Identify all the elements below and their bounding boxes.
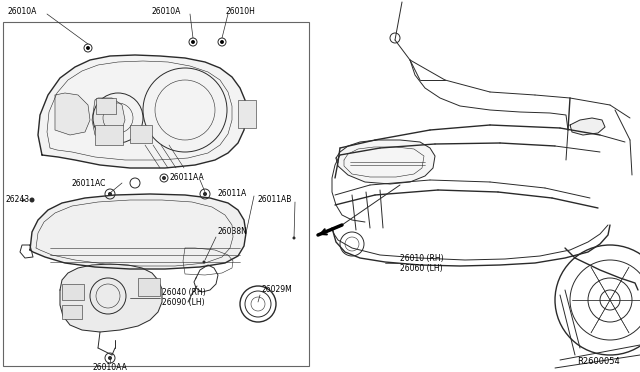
Bar [95,125,123,145]
Polygon shape [60,264,162,332]
Circle shape [109,192,111,196]
Polygon shape [38,55,246,168]
Bar [238,100,256,128]
Text: 26011A: 26011A [218,189,247,198]
Circle shape [162,176,166,180]
Circle shape [191,41,195,44]
Circle shape [29,198,35,202]
Bar [62,284,84,300]
Polygon shape [336,140,435,184]
Circle shape [202,260,205,263]
Text: 26038N: 26038N [218,228,248,237]
Circle shape [292,237,296,240]
Text: 26243: 26243 [5,196,29,205]
Text: 26010 (RH): 26010 (RH) [400,253,444,263]
Text: 26090 (LH): 26090 (LH) [162,298,205,308]
Bar [138,278,160,296]
Text: R2600054: R2600054 [577,357,620,366]
Circle shape [108,356,112,360]
Text: 26011AC: 26011AC [72,179,106,187]
Text: 26040 (RH): 26040 (RH) [162,289,205,298]
Bar [3,22,309,366]
Circle shape [86,46,90,49]
Text: 26010A: 26010A [7,7,36,16]
Circle shape [86,46,90,50]
Circle shape [191,40,195,44]
Text: 26029M: 26029M [262,285,292,295]
Polygon shape [30,194,246,269]
Circle shape [221,41,223,44]
Text: 26060 (LH): 26060 (LH) [400,263,443,273]
Bar [62,305,82,319]
Polygon shape [570,118,605,135]
Text: 26010AA: 26010AA [93,363,127,372]
Polygon shape [55,93,90,135]
Polygon shape [92,98,125,138]
Circle shape [203,192,207,196]
Circle shape [220,40,224,44]
Text: 26010H: 26010H [226,7,256,16]
Text: 26011AA: 26011AA [170,173,205,183]
Bar [96,98,116,114]
Text: 26010A: 26010A [152,7,181,16]
Circle shape [204,192,207,196]
Bar [130,125,152,143]
Text: 26011AB: 26011AB [258,196,292,205]
Circle shape [108,192,112,196]
